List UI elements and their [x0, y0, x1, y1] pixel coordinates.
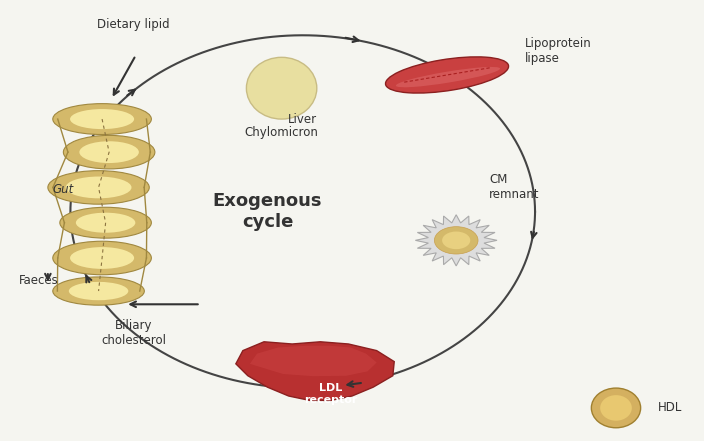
Text: LDL
receptor: LDL receptor	[304, 383, 358, 404]
Ellipse shape	[600, 395, 632, 421]
Ellipse shape	[70, 247, 134, 269]
Ellipse shape	[591, 388, 641, 428]
Polygon shape	[250, 346, 377, 376]
Ellipse shape	[76, 213, 135, 233]
Text: HDL: HDL	[658, 401, 683, 415]
Text: Liver: Liver	[288, 112, 318, 126]
Ellipse shape	[60, 207, 151, 238]
Ellipse shape	[65, 176, 132, 198]
Ellipse shape	[53, 277, 144, 305]
Ellipse shape	[396, 67, 500, 87]
Ellipse shape	[386, 57, 508, 93]
Ellipse shape	[80, 141, 139, 163]
Text: Faeces: Faeces	[19, 273, 58, 287]
Ellipse shape	[48, 171, 149, 204]
Ellipse shape	[63, 135, 155, 169]
Text: Chylomicron: Chylomicron	[245, 126, 318, 139]
Text: Biliary
cholesterol: Biliary cholesterol	[101, 319, 166, 347]
Ellipse shape	[434, 227, 478, 254]
Ellipse shape	[53, 241, 151, 275]
Text: Exogenous
cycle: Exogenous cycle	[213, 192, 322, 231]
Ellipse shape	[246, 57, 317, 119]
Text: Lipoprotein
lipase: Lipoprotein lipase	[524, 37, 591, 65]
Text: Gut: Gut	[53, 183, 74, 196]
Text: Dietary lipid: Dietary lipid	[97, 18, 170, 31]
Ellipse shape	[69, 282, 128, 300]
Polygon shape	[236, 342, 394, 400]
Ellipse shape	[70, 109, 134, 129]
Text: CM
remnant: CM remnant	[489, 173, 540, 202]
Ellipse shape	[53, 104, 151, 135]
Ellipse shape	[442, 232, 470, 249]
Polygon shape	[415, 215, 497, 266]
